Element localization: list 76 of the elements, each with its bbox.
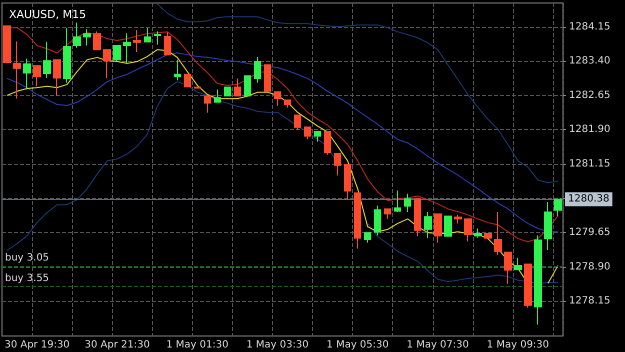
- candlestick: [184, 74, 191, 88]
- x-tick-label: 1 May 07:30: [406, 340, 469, 350]
- candlestick: [204, 95, 211, 114]
- candlestick: [404, 193, 411, 213]
- candlestick: [324, 131, 331, 156]
- ref-line-label: buy 3.05: [5, 252, 50, 264]
- y-tick-label: 1282.65: [569, 90, 610, 101]
- candlestick: [284, 99, 291, 108]
- y-tick-label: 1278.15: [569, 296, 610, 307]
- candlestick: [544, 201, 552, 251]
- candlestick: [444, 216, 452, 237]
- line-series: [6, 52, 558, 232]
- x-tick-label: 1 May 03:30: [246, 340, 309, 350]
- candlestick: [113, 45, 121, 62]
- candlestick: [234, 78, 241, 96]
- x-tick-label: 30 Apr 19:30: [4, 340, 70, 350]
- candlestick: [133, 29, 141, 52]
- candlestick: [354, 192, 361, 250]
- candlestick: [73, 22, 81, 48]
- candlestick: [304, 126, 311, 140]
- candlestick: [554, 198, 562, 217]
- candlestick: [23, 58, 31, 90]
- candlestick: [254, 56, 261, 84]
- y-tick-label: 1281.90: [569, 124, 610, 136]
- y-tick-label: 1283.40: [569, 56, 610, 67]
- y-tick-label: 1281.15: [569, 158, 610, 170]
- candlestick: [414, 198, 421, 237]
- candlestick: [534, 234, 542, 326]
- candlestick: [13, 40, 21, 100]
- candlestick: [494, 212, 502, 256]
- ref-line-label: buy 3.55: [5, 273, 50, 284]
- candlestick: [154, 30, 161, 46]
- candlestick: [174, 59, 181, 81]
- candlestick: [294, 114, 301, 131]
- candlestick: [264, 64, 271, 92]
- candlestick: [164, 32, 171, 56]
- candlestick: [93, 30, 101, 50]
- candlestick: [123, 32, 131, 64]
- candlestick: [484, 233, 492, 239]
- candlestick: [3, 25, 11, 63]
- candlestick: [524, 264, 532, 308]
- candlestick: [504, 252, 512, 284]
- candlestick: [454, 214, 462, 224]
- line-series: [156, 3, 558, 184]
- candlestick: [314, 131, 321, 142]
- x-tick-label: 1 May 01:30: [166, 340, 228, 350]
- x-tick-label: 1 May 09:30: [486, 340, 550, 350]
- candlestick: [274, 91, 281, 106]
- candlestick: [224, 86, 231, 96]
- candlestick: [394, 190, 401, 213]
- candlestick: [464, 218, 472, 242]
- y-tick-label: 1278.90: [569, 261, 610, 272]
- candlestick: [364, 232, 371, 244]
- candlestick: [144, 28, 151, 42]
- y-tick-label: 1279.65: [569, 227, 610, 238]
- candlestick: [103, 49, 111, 79]
- candlestick: [334, 152, 341, 176]
- candlestick: [434, 213, 442, 244]
- x-tick-label: 1 May 05:30: [326, 340, 389, 350]
- candlestick: [344, 164, 351, 200]
- candlestick: [53, 59, 61, 96]
- candlestick: [514, 257, 522, 271]
- y-tick-label: 1284.15: [569, 21, 610, 32]
- candlestick: [384, 208, 391, 220]
- candlestick: [474, 228, 482, 238]
- x-tick-label: 30 Apr 21:30: [84, 340, 150, 350]
- candlestick: [43, 41, 51, 79]
- text: XAUUSD, M15: [9, 8, 86, 21]
- ref-line-label: 1280.38: [568, 194, 610, 205]
- candlestick: [374, 205, 381, 236]
- candlestick: [63, 28, 71, 84]
- candlestick: [214, 88, 221, 104]
- candlestick: [424, 212, 432, 239]
- candlestick: [33, 65, 41, 87]
- candlestick: [244, 75, 251, 96]
- candlestick: [83, 28, 91, 46]
